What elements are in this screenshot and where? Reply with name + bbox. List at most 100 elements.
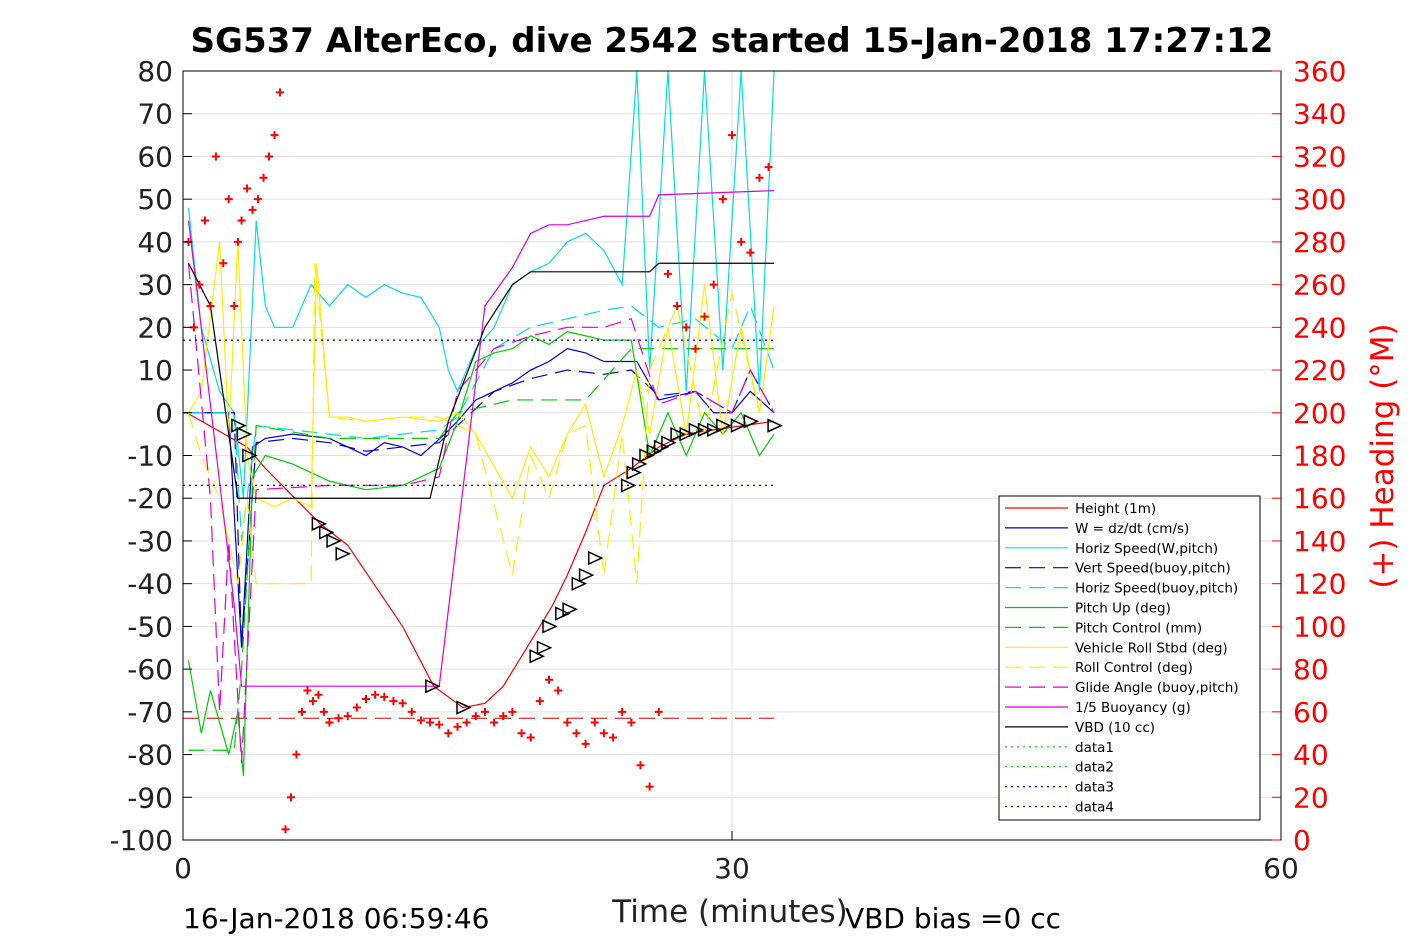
depth-marker [529, 649, 545, 664]
heading-point [746, 248, 755, 257]
depth-marker [688, 422, 705, 438]
legend: Height (1m) W = dz/dt (cm/s) Horiz Speed(W… [998, 495, 1261, 821]
heading-point [206, 301, 215, 310]
right-y-axis: 3603403203002802602402202001801601401201… [1272, 55, 1346, 857]
heading-point [371, 690, 380, 699]
y-right-tick-label: 320 [1293, 140, 1346, 173]
heading-point [673, 301, 682, 310]
y-tick-label: 20 [137, 311, 173, 344]
heading-point [407, 707, 416, 716]
y-right-tick-label: 260 [1293, 269, 1346, 302]
y-right-tick-label: 200 [1293, 397, 1346, 430]
footer-timestamp: 16-Jan-2018 06:59:46 [183, 902, 489, 935]
series-line [188, 348, 775, 751]
heading-point [663, 269, 672, 278]
depth-marker [767, 418, 783, 433]
legend-label: data1 [1075, 740, 1114, 756]
heading-point [737, 237, 746, 246]
y-right-tick-label: 40 [1293, 739, 1329, 772]
series-line [187, 71, 775, 499]
y-right-tick-label: 0 [1293, 824, 1311, 857]
depth-marker [646, 444, 663, 459]
y-tick-label: -40 [127, 568, 173, 601]
y-tick-label: -100 [109, 824, 173, 857]
depth-marker [706, 422, 723, 438]
depth-marker [335, 546, 351, 561]
heading-point [398, 699, 407, 708]
heading-point [343, 712, 352, 721]
series-line [187, 262, 775, 499]
legend-label: Pitch Control (mm) [1075, 620, 1202, 636]
heading-point [243, 184, 252, 193]
left-y-axis: 80 70 60 50 40 30 20 10 0 -10 -20 -30 -40 -50 -60 -70 -8… [109, 55, 192, 857]
heading-point [471, 712, 480, 721]
heading-point [325, 718, 334, 727]
heading-point [219, 259, 228, 268]
y-right-tick-label: 300 [1293, 183, 1346, 216]
depth-marker [242, 448, 258, 463]
heading-point [590, 718, 599, 727]
y-tick-label: 30 [137, 269, 173, 302]
heading-point [248, 205, 257, 214]
heading-point [362, 695, 370, 704]
depth-marker [425, 679, 441, 694]
depth-marker [578, 567, 595, 583]
legend-label: data3 [1075, 780, 1114, 796]
legend-label: Vert Speed(buoy,pitch) [1075, 561, 1231, 577]
heading-point [275, 88, 284, 97]
heading-point [233, 237, 242, 246]
heading-point [636, 761, 645, 770]
y-tick-label: -60 [127, 653, 173, 686]
heading-point [755, 173, 764, 182]
right-y-axis-label: (+) Heading (°M) [1365, 323, 1401, 588]
series-line [187, 190, 775, 687]
y-right-tick-label: 180 [1293, 440, 1346, 473]
depth-marker [536, 640, 553, 655]
heading-point [581, 739, 590, 748]
depth-marker [562, 602, 578, 617]
heading-point [224, 195, 233, 204]
y-right-tick-label: 220 [1293, 354, 1346, 387]
y-tick-label: 50 [137, 183, 173, 216]
heading-point [462, 718, 471, 727]
legend-label: Horiz Speed(W,pitch) [1075, 541, 1218, 557]
heading-point [554, 686, 563, 695]
depth-marker [571, 576, 588, 591]
y-tick-label: 10 [137, 354, 173, 387]
depth-marker [326, 533, 342, 549]
heading-point [389, 697, 398, 706]
legend-label: Height (1m) [1075, 501, 1156, 517]
heading-point [691, 344, 700, 353]
chart-title: SG537 AlterEco, dive 2542 started 15-Jan… [191, 21, 1274, 61]
heading-point [609, 733, 618, 742]
heading-point [303, 686, 312, 695]
depth-marker [670, 426, 686, 442]
heading-point [545, 675, 553, 684]
heading-point [682, 323, 691, 332]
series-layer [183, 71, 775, 776]
x-axis-label: Time (minutes) [611, 894, 847, 930]
heading-point [254, 195, 263, 204]
x-tick-label: 0 [174, 852, 192, 885]
heading-point [654, 707, 663, 716]
heading-point [627, 718, 636, 727]
heading-point [426, 718, 435, 727]
y-tick-label: 60 [137, 140, 173, 173]
heading-point [265, 152, 274, 161]
y-tick-label: -50 [127, 610, 173, 643]
heading-point [314, 690, 323, 699]
y-right-tick-label: 20 [1293, 781, 1329, 814]
legend-label: Vehicle Roll Stbd (deg) [1075, 640, 1228, 656]
legend-box [998, 495, 1261, 821]
heading-point [444, 729, 453, 738]
heading-point [709, 280, 718, 289]
heading-point [645, 782, 654, 791]
heading-point [270, 131, 279, 140]
depth-marker [588, 550, 604, 566]
legend-label: Roll Control (deg) [1075, 660, 1193, 676]
heading-point [308, 697, 317, 706]
heading-point [195, 280, 204, 289]
heading-point [499, 712, 508, 721]
legend-label: data4 [1075, 800, 1114, 816]
legend-label: data2 [1075, 760, 1114, 776]
